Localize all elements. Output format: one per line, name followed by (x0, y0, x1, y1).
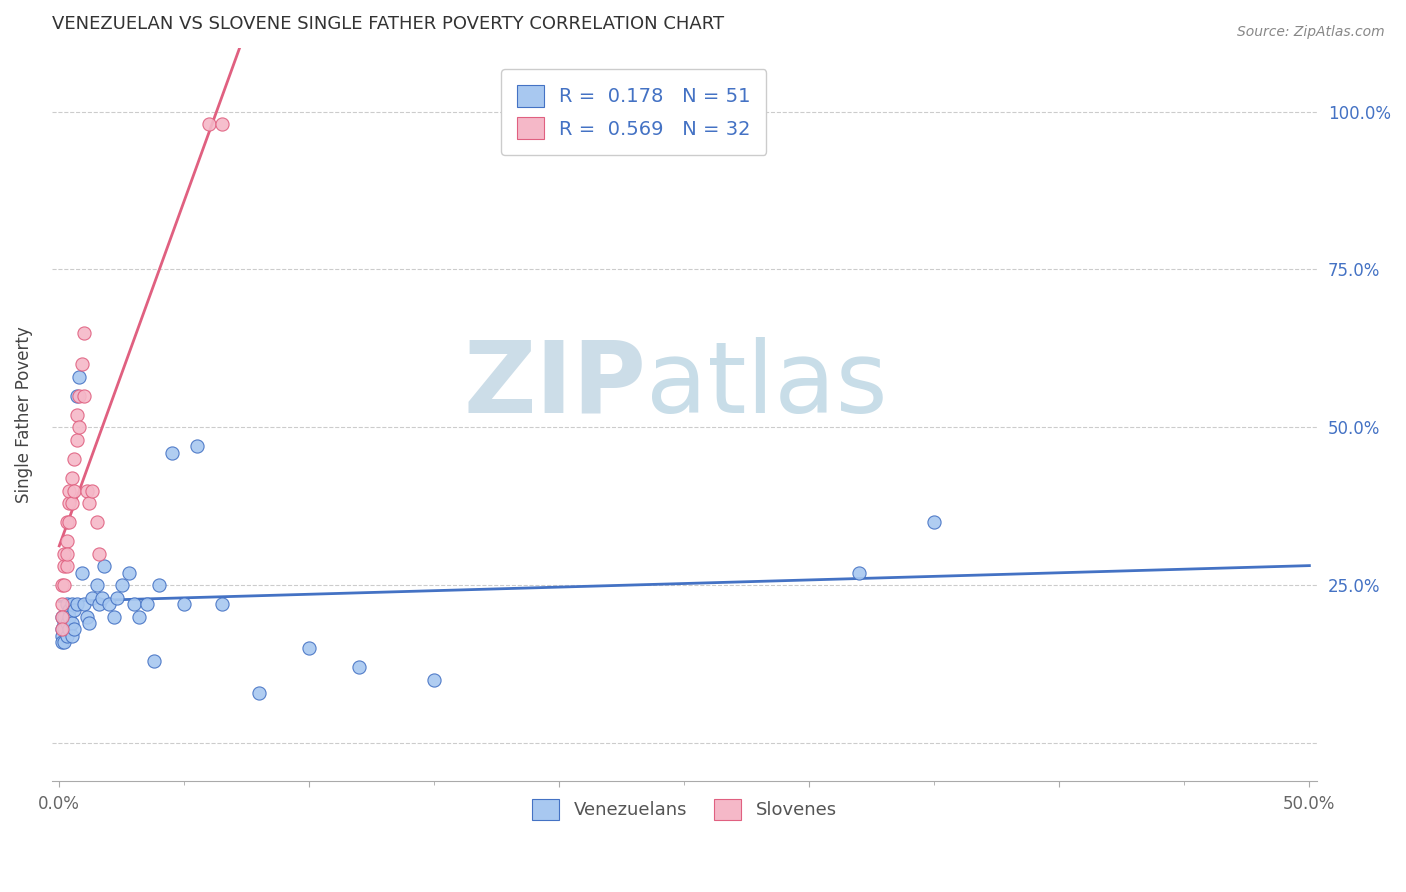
Text: Source: ZipAtlas.com: Source: ZipAtlas.com (1237, 25, 1385, 39)
Text: VENEZUELAN VS SLOVENE SINGLE FATHER POVERTY CORRELATION CHART: VENEZUELAN VS SLOVENE SINGLE FATHER POVE… (52, 15, 724, 33)
Point (53, 609, 76, 624)
Point (173, 597, 195, 611)
Point (211, 597, 233, 611)
Point (73, 389, 96, 403)
Point (51, 623, 73, 637)
Point (66, 597, 89, 611)
Point (51, 629, 73, 643)
Point (51, 623, 73, 637)
Point (63, 483, 86, 498)
Point (55, 534, 77, 549)
Point (67, 369, 90, 384)
Point (86, 515, 108, 529)
Point (73, 597, 96, 611)
Point (135, 597, 157, 611)
Text: atlas: atlas (647, 337, 889, 434)
Point (55, 547, 77, 561)
Point (60, 496, 83, 510)
Point (58, 609, 80, 624)
Point (98, 597, 121, 611)
Point (349, 660, 371, 674)
Point (105, 591, 128, 605)
Point (70, 357, 93, 371)
Point (66, 408, 89, 422)
Point (76, 483, 98, 498)
Point (53, 635, 76, 649)
Point (211, 117, 233, 131)
Point (148, 578, 170, 592)
Point (77, 616, 100, 631)
Point (143, 654, 166, 668)
Point (198, 117, 221, 131)
Point (53, 578, 76, 592)
Point (55, 559, 77, 574)
Point (423, 673, 446, 687)
Point (60, 629, 83, 643)
Point (60, 597, 83, 611)
Point (63, 623, 86, 637)
Point (66, 433, 89, 447)
Point (66, 389, 89, 403)
Point (111, 578, 134, 592)
Point (55, 616, 77, 631)
Point (55, 629, 77, 643)
Point (58, 623, 80, 637)
Point (80, 591, 103, 605)
Point (73, 326, 96, 340)
Point (77, 496, 100, 510)
Point (89, 547, 111, 561)
Point (848, 566, 870, 580)
Point (103, 609, 125, 624)
Point (247, 685, 270, 699)
Point (58, 496, 80, 510)
Point (58, 483, 80, 498)
Point (67, 420, 90, 434)
Point (160, 445, 183, 459)
Point (90, 591, 112, 605)
Point (60, 616, 83, 631)
Point (55, 515, 77, 529)
Point (298, 641, 321, 656)
Point (51, 609, 73, 624)
Point (53, 547, 76, 561)
Point (70, 566, 93, 580)
Text: ZIP: ZIP (464, 337, 647, 434)
Point (63, 603, 86, 617)
Point (58, 603, 80, 617)
Point (53, 559, 76, 574)
Point (122, 597, 145, 611)
Point (53, 616, 76, 631)
Point (53, 623, 76, 637)
Point (924, 515, 946, 529)
Point (51, 578, 73, 592)
Y-axis label: Single Father Poverty: Single Father Poverty (15, 326, 32, 503)
Point (55, 597, 77, 611)
Point (63, 451, 86, 466)
Point (93, 559, 115, 574)
Point (76, 609, 98, 624)
Point (67, 389, 90, 403)
Legend: Venezuelans, Slovenes: Venezuelans, Slovenes (524, 791, 844, 827)
Point (51, 635, 73, 649)
Point (186, 439, 208, 453)
Point (86, 578, 108, 592)
Point (128, 609, 150, 624)
Point (58, 515, 80, 529)
Point (118, 566, 141, 580)
Point (89, 597, 111, 611)
Point (80, 483, 103, 498)
Point (51, 609, 73, 624)
Point (60, 471, 83, 485)
Point (51, 597, 73, 611)
